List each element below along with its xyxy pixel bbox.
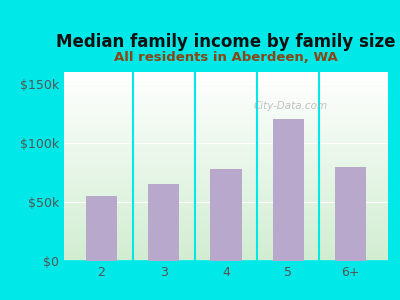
Text: All residents in Aberdeen, WA: All residents in Aberdeen, WA [114,51,338,64]
Bar [335,167,366,261]
Title: Median family income by family size: Median family income by family size [56,33,396,51]
Bar [148,184,179,261]
Bar [86,196,117,261]
Text: City-Data.com: City-Data.com [254,101,328,111]
Bar [210,169,242,261]
Bar [273,119,304,261]
